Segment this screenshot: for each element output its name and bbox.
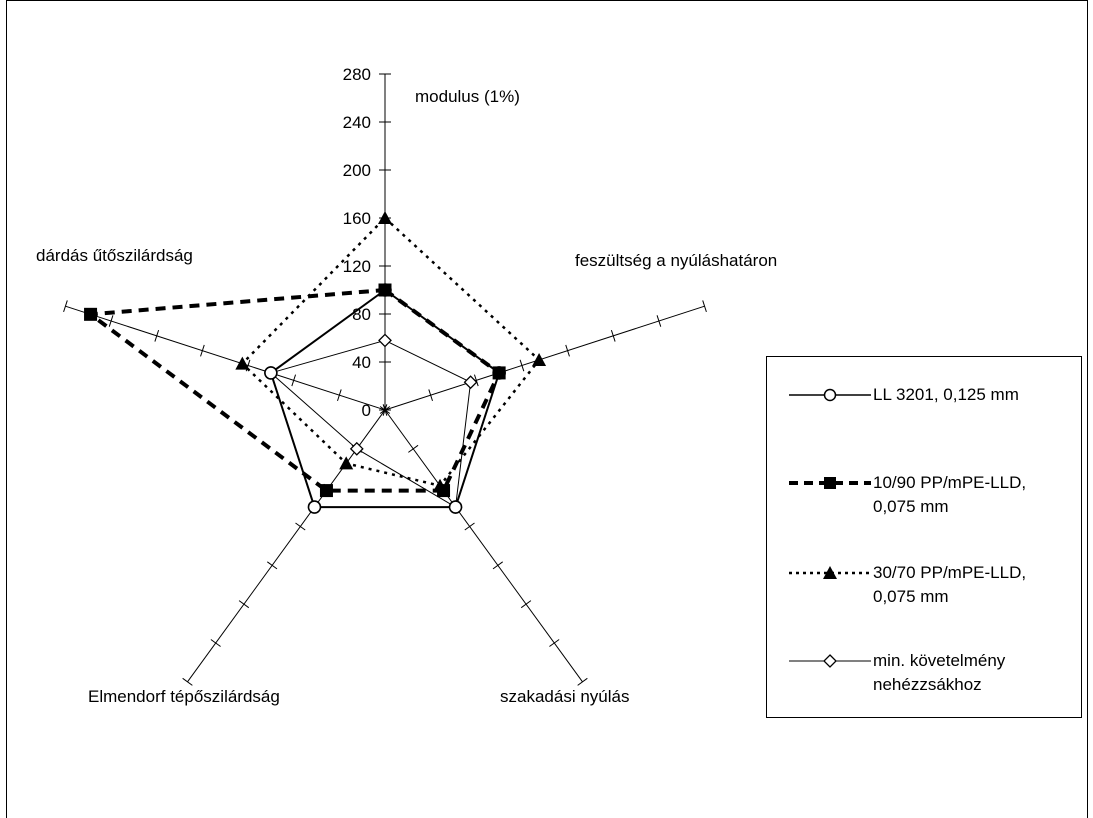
axis-tick-4-160 <box>200 344 205 357</box>
radial-tick-label-240: 240 <box>343 113 371 132</box>
legend-sample-ll3201 <box>789 388 871 402</box>
legend-sample-min-req <box>789 654 871 668</box>
axis-line-4 <box>65 305 386 411</box>
series-3-point-0 <box>378 333 392 348</box>
axis-tick-3-160 <box>266 561 278 570</box>
axis-label-4: dárdás űtőszilárdság <box>36 246 193 265</box>
series-1-point-4 <box>84 307 98 321</box>
axis-tick-1-120 <box>519 359 525 372</box>
axis-tick-1-80 <box>473 374 479 387</box>
legend-sample-10-90 <box>789 477 871 489</box>
legend-label-10-90: 10/90 PP/mPE-LLD, 0,075 mm <box>873 473 1027 516</box>
legend-entry-30-70: 30/70 PP/mPE-LLD, 0,075 mm <box>767 561 1083 641</box>
series-1-point-1 <box>492 366 506 380</box>
series-3-point-1 <box>463 375 478 390</box>
axis-label-3: Elmendorf tépőszilárdság <box>88 687 280 706</box>
axis-tick-2-120 <box>464 522 475 531</box>
axis-tick-2-280 <box>577 677 588 686</box>
axis-label-1: feszültség a nyúláshatáron <box>575 251 777 270</box>
chart-legend: LL 3201, 0,125 mm 10/90 PP/mPE-LLD, 0,07… <box>766 356 1082 718</box>
radial-tick-label-160: 160 <box>343 209 371 228</box>
radar-series <box>84 211 547 515</box>
radar-labels: 0 40 80 120 160 200 240 280 modulus (1%) feszülts… <box>36 65 777 706</box>
radial-tick-label-80: 80 <box>352 305 371 324</box>
axis-tick-1-280 <box>702 300 707 313</box>
axis-tick-1-200 <box>610 329 616 342</box>
series-0-point-2 <box>448 500 463 514</box>
axis-label-0: modulus (1%) <box>415 87 520 106</box>
series-line-2 <box>240 216 541 488</box>
legend-sample-30-70 <box>789 566 871 579</box>
chart-frame <box>6 0 1088 818</box>
legend-entry-ll3201: LL 3201, 0,125 mm <box>767 383 1083 463</box>
axis-tick-1-160 <box>565 344 570 357</box>
radial-tick-label-0: 0 <box>362 401 371 420</box>
axis-tick-3-120 <box>295 522 306 531</box>
axis-tick-2-200 <box>520 600 532 609</box>
axis-tick-1-40 <box>428 389 433 402</box>
series-2-point-1 <box>532 352 547 366</box>
axis-tick-4-240 <box>108 315 114 327</box>
series-line-1 <box>85 287 502 493</box>
series-2-point-4 <box>235 356 250 370</box>
axis-tick-2-240 <box>549 639 560 647</box>
series-line-3 <box>269 339 472 508</box>
series-1-point-2 <box>437 484 451 498</box>
axis-tick-4-80 <box>291 374 297 387</box>
axis-tick-4-0 <box>382 404 388 416</box>
axis-tick-3-280 <box>182 677 193 686</box>
axis-tick-3-200 <box>238 600 250 609</box>
axis-tick-4-40 <box>337 389 342 402</box>
legend-entry-min-req: min. követelmény nehézzsákhoz <box>767 649 1083 729</box>
axis-tick-2-40 <box>408 444 419 453</box>
radial-tick-label-280: 280 <box>343 65 371 84</box>
axis-tick-3-240 <box>210 639 221 647</box>
radial-tick-label-120: 120 <box>343 257 371 276</box>
radar-axes <box>63 73 707 686</box>
series-line-0 <box>269 288 501 509</box>
series-2-point-0 <box>378 211 392 224</box>
axis-tick-4-280 <box>63 300 68 313</box>
radial-tick-label-200: 200 <box>343 161 371 180</box>
axis-tick-4-200 <box>154 329 160 342</box>
axis-label-2: szakadási nyúlás <box>500 687 629 706</box>
series-1-point-0 <box>378 283 392 297</box>
legend-label-ll3201: LL 3201, 0,125 mm <box>873 385 1019 404</box>
series-0-point-3 <box>307 500 322 514</box>
legend-entry-10-90: 10/90 PP/mPE-LLD, 0,075 mm <box>767 471 1083 551</box>
legend-label-min-req: min. követelmény nehézzsákhoz <box>873 651 1006 694</box>
series-2-point-3 <box>339 456 354 470</box>
legend-label-30-70: 30/70 PP/mPE-LLD, 0,075 mm <box>873 563 1027 606</box>
axis-tick-2-160 <box>492 561 504 570</box>
series-3-point-3 <box>349 441 364 456</box>
axis-line-1 <box>384 305 705 411</box>
axis-tick-1-240 <box>656 315 662 327</box>
series-1-point-3 <box>319 484 333 498</box>
axis-line-2 <box>384 409 583 683</box>
axis-line-3 <box>187 409 386 683</box>
radial-tick-label-40: 40 <box>352 353 371 372</box>
series-0-point-4 <box>264 366 278 380</box>
